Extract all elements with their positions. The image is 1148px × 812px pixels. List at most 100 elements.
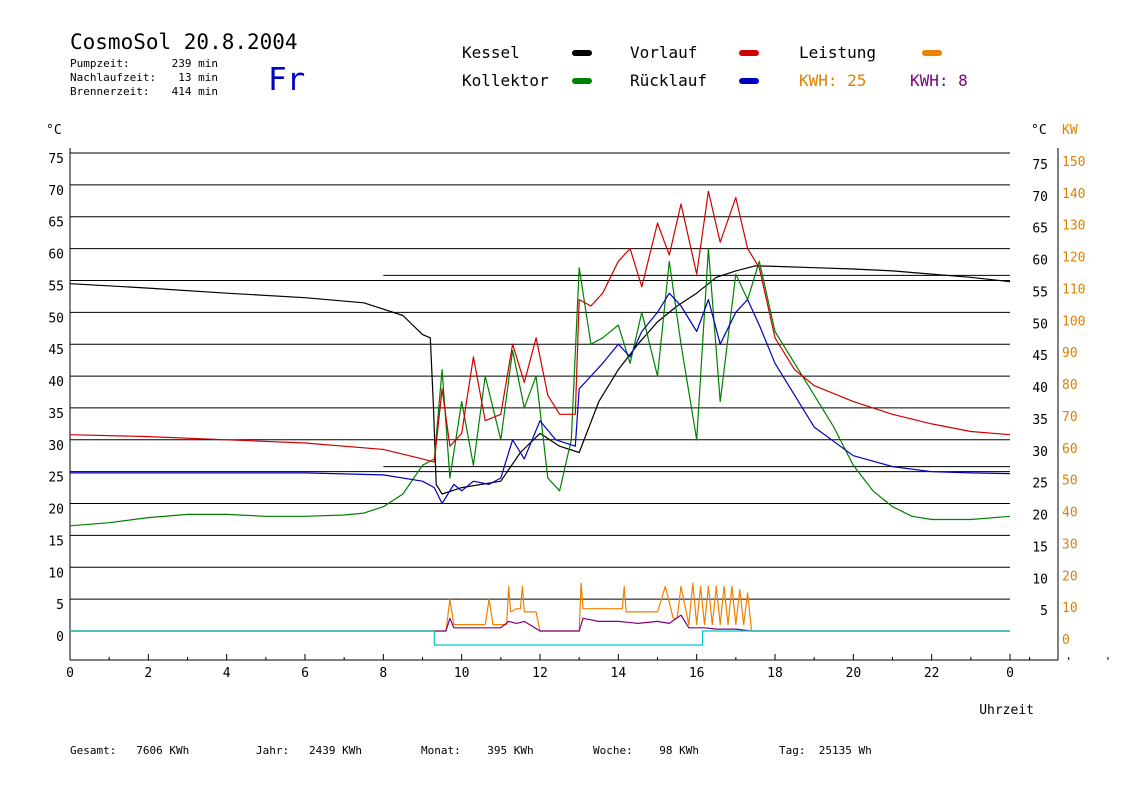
y-tick-label-right: 30	[1032, 445, 1048, 460]
y-tick-label-left: 65	[48, 216, 64, 231]
y-tick-label-kw: 60	[1062, 442, 1078, 457]
x-tick-label: 0	[1006, 666, 1014, 681]
y-tick-label-left: 15	[48, 534, 64, 549]
y-tick-label-right: 20	[1032, 509, 1048, 524]
y-tick-label-left: 70	[48, 184, 64, 199]
grid-lines	[70, 152, 1010, 600]
y-tick-label-kw: 50	[1062, 474, 1078, 489]
axis-labels: 0 2 4 6 8 10 12 14 16 18 20 22 0Uhrzeit0510152025303…	[46, 123, 1085, 718]
y-tick-label-left: 75	[48, 152, 64, 167]
x-tick-label: 14	[611, 666, 627, 681]
y-tick-label-right: 50	[1032, 317, 1048, 332]
legend-leistung-swatch	[922, 50, 942, 56]
stat-label: Pumpzeit:	[70, 57, 130, 70]
y-tick-label-kw: 110	[1062, 282, 1085, 297]
legend-ruecklauf-label: Rücklauf	[630, 71, 708, 90]
footer-woche: Woche: 98 KWh	[593, 744, 699, 757]
stat-pumpzeit: Pumpzeit: 239 min	[70, 57, 218, 70]
y-tick-label-kw: 10	[1062, 601, 1078, 616]
legend-kessel-label: Kessel	[462, 43, 520, 62]
legend-kollektor-swatch	[572, 78, 592, 84]
y-tick-label-left: 10	[48, 566, 64, 581]
y-tick-label-kw: 40	[1062, 506, 1078, 521]
footer-value: 98 KWh	[659, 744, 699, 757]
y-tick-label-left: 60	[48, 248, 64, 263]
series-line-leistung	[70, 582, 1010, 632]
stat-value: 239 min	[171, 57, 218, 70]
footer-gesamt: Gesamt: 7606 KWh	[70, 744, 189, 757]
legend-kessel-swatch	[572, 50, 592, 56]
axes	[69, 148, 1109, 661]
stat-label: Nachlaufzeit:	[70, 71, 157, 84]
kwh-value: 8	[958, 71, 968, 90]
stat-value: 13 min	[178, 71, 218, 84]
footer-tag: Tag: 25135 Wh	[779, 744, 872, 757]
series-line-pump	[70, 630, 1010, 646]
legend-kwh-total: KWH: 25	[799, 71, 866, 90]
y-tick-label-kw: 20	[1062, 569, 1078, 584]
y-axis-unit-kw: KW	[1062, 123, 1078, 138]
series-line-vorlauf	[69, 190, 1011, 463]
legend-kollektor-label: Kollektor	[462, 71, 549, 90]
y-tick-label-kw: 120	[1062, 251, 1085, 266]
x-tick-label: 22	[924, 666, 940, 681]
stat-label: Brennerzeit:	[70, 85, 150, 98]
series-line-kollektor	[69, 248, 1011, 527]
footer-label: Tag:	[779, 744, 806, 757]
y-tick-label-left: 35	[48, 407, 64, 422]
y-tick-label-right: 5	[1040, 604, 1048, 619]
y-tick-label-right: 65	[1032, 222, 1048, 237]
legend-vorlauf-swatch	[739, 50, 759, 56]
y-tick-label-right: 45	[1032, 349, 1048, 364]
y-tick-label-kw: 90	[1062, 346, 1078, 361]
y-tick-label-left: 0	[56, 630, 64, 645]
stat-brennerzeit: Brennerzeit: 414 min	[70, 85, 218, 98]
series-line-leistung2	[70, 614, 1010, 632]
y-tick-label-left: 20	[48, 503, 64, 518]
x-tick-label: 0	[66, 666, 74, 681]
y-tick-label-kw: 100	[1062, 314, 1085, 329]
x-tick-label: 18	[767, 666, 783, 681]
legend-kwh-secondary: KWH: 8	[910, 71, 968, 90]
footer-label: Gesamt:	[70, 744, 117, 757]
kwh-value: 25	[847, 71, 867, 90]
stat-value: 414 min	[171, 85, 218, 98]
y-tick-label-left: 40	[48, 375, 64, 390]
y-tick-label-left: 30	[48, 439, 64, 454]
footer-value: 2439 KWh	[309, 744, 362, 757]
x-tick-label: 4	[223, 666, 231, 681]
y-tick-label-kw: 140	[1062, 187, 1085, 202]
y-tick-label-right: 70	[1032, 190, 1048, 205]
y-tick-label-right: 40	[1032, 381, 1048, 396]
x-tick-label: 6	[301, 666, 309, 681]
y-tick-label-left: 55	[48, 279, 64, 294]
kwh-label: KWH:	[799, 71, 838, 90]
y-tick-label-right: 15	[1032, 540, 1048, 555]
stat-nachlaufzeit: Nachlaufzeit: 13 min	[70, 71, 218, 84]
weekday-label: Fr	[268, 62, 306, 98]
footer-value: 7606 KWh	[136, 744, 190, 757]
chart-title: CosmoSol 20.8.2004	[70, 30, 298, 54]
y-tick-label-left: 25	[48, 471, 64, 486]
footer-value: 395 KWh	[487, 744, 534, 757]
y-tick-label-right: 10	[1032, 572, 1048, 587]
series-line-ruecklauf	[70, 292, 1011, 505]
legend-leistung-label: Leistung	[799, 43, 877, 62]
y-tick-label-kw: 130	[1062, 219, 1085, 234]
footer-label: Woche:	[593, 744, 633, 757]
y-tick-label-right: 25	[1032, 477, 1048, 492]
y-tick-label-kw: 70	[1062, 410, 1078, 425]
x-tick-label: 12	[532, 666, 548, 681]
x-tick-label: 20	[846, 666, 862, 681]
series-line-kessel	[69, 265, 1011, 495]
footer-jahr: Jahr: 2439 KWh	[256, 744, 362, 757]
footer-value: 25135 Wh	[818, 744, 872, 757]
y-tick-label-left: 5	[56, 598, 64, 613]
y-axis-unit-left: °C	[46, 123, 62, 138]
x-tick-label: 8	[379, 666, 387, 681]
y-tick-label-kw: 80	[1062, 378, 1078, 393]
legend-ruecklauf-swatch	[739, 78, 759, 84]
y-axis-unit-right: °C	[1031, 123, 1047, 138]
series-lines	[69, 190, 1011, 646]
